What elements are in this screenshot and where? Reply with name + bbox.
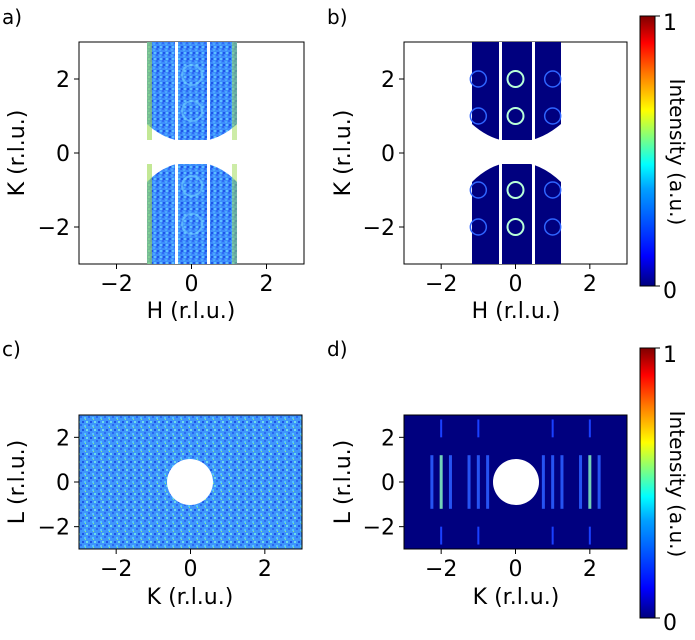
panel-b-ring bbox=[506, 107, 525, 125]
panel-d-rod bbox=[588, 455, 592, 509]
panel-d-rod-bottom bbox=[440, 526, 443, 545]
panel-b-ring bbox=[543, 70, 562, 88]
panel-d-rod bbox=[551, 455, 555, 509]
panel-d-ytick-label: 0 bbox=[381, 471, 395, 496]
panel-b-data-upper bbox=[472, 42, 561, 142]
panel-b-ring bbox=[543, 218, 562, 236]
panel-b-ytick-label: −2 bbox=[363, 216, 395, 241]
panel-b-ring bbox=[469, 218, 488, 236]
panel-a-ring bbox=[181, 175, 203, 197]
panel-d-rod bbox=[597, 455, 601, 509]
panel-b-ring bbox=[543, 107, 562, 125]
panel-d-ylabel: L (r.l.u.) bbox=[331, 440, 356, 524]
panel-d-rod bbox=[448, 455, 452, 509]
colorbar-bottom-bar bbox=[639, 347, 656, 619]
colorbar-bottom-label: Intensity (a.u.) bbox=[665, 411, 689, 558]
panel-d-ytick-label: −2 bbox=[363, 516, 395, 541]
panel-b-data-lower bbox=[472, 162, 561, 264]
panel-d-center-hole bbox=[493, 459, 539, 505]
panel-d-rod bbox=[486, 455, 490, 509]
panel-d-rod bbox=[430, 455, 434, 509]
panel-b-xtick-label: 0 bbox=[509, 272, 523, 297]
panel-d-rod-top bbox=[551, 419, 554, 438]
panel-a-ytick-label: 0 bbox=[56, 142, 70, 167]
panel-a-ring bbox=[181, 213, 203, 235]
panel-b-ring bbox=[506, 70, 525, 88]
panel-a-ytick-label: 2 bbox=[56, 68, 70, 93]
panel-d-rod-bottom bbox=[588, 526, 591, 545]
panel-d: d) −2 0 2 −2 0 2 K (r.l.u.) L (r.l.u.) bbox=[327, 337, 628, 610]
panel-d-xtick-label: −2 bbox=[425, 557, 457, 582]
panel-a-gap-center bbox=[147, 140, 237, 164]
panel-a-ylabel: K (r.l.u.) bbox=[5, 110, 30, 197]
panel-a-xtick-label: 2 bbox=[260, 272, 274, 297]
panel-c-xtick-label: 2 bbox=[258, 557, 272, 582]
panel-b-ring bbox=[469, 70, 488, 88]
panel-a-xtick-label: 0 bbox=[185, 272, 199, 297]
colorbar-top-tick-label-min: 0 bbox=[663, 279, 677, 304]
panel-d-ytick-label: 2 bbox=[381, 426, 395, 451]
panel-d-rod bbox=[560, 455, 564, 509]
panel-b-ylabel: K (r.l.u.) bbox=[331, 110, 356, 197]
panel-b: b) −2 0 2 −2 0 2 H (r.l.u.) K (r.l.u.) bbox=[327, 5, 628, 324]
panel-a-ring bbox=[181, 64, 203, 86]
panel-d-rod bbox=[579, 455, 583, 509]
panel-d-rod-bottom bbox=[551, 526, 554, 545]
colorbar-bottom-tick-label-min: 0 bbox=[663, 611, 677, 636]
panel-b-ring bbox=[506, 181, 525, 199]
panel-b-xlabel: H (r.l.u.) bbox=[472, 299, 561, 324]
panel-b-label: b) bbox=[327, 5, 348, 29]
panel-a-ring bbox=[181, 100, 203, 122]
panel-b-ring bbox=[506, 218, 525, 236]
panel-d-rod-top bbox=[477, 419, 480, 438]
colorbar-top-tick-label-max: 1 bbox=[663, 11, 677, 36]
panel-d-xlabel: K (r.l.u.) bbox=[473, 585, 560, 610]
panel-c-xtick-label: −2 bbox=[100, 557, 132, 582]
panel-d-rod bbox=[476, 455, 480, 509]
panel-a-label: a) bbox=[2, 5, 22, 29]
panel-d-rod-bottom bbox=[477, 526, 480, 545]
panel-d-rod bbox=[541, 455, 545, 509]
panel-c-xlabel: K (r.l.u.) bbox=[147, 585, 234, 610]
panel-a-xlabel: H (r.l.u.) bbox=[147, 299, 236, 324]
panel-c-ytick-label: −2 bbox=[38, 516, 70, 541]
panel-a-xtick-label: −2 bbox=[100, 272, 132, 297]
colorbar-top-label: Intensity (a.u.) bbox=[665, 79, 689, 226]
panel-c-ytick-label: 0 bbox=[56, 471, 70, 496]
panel-a-ytick-label: −2 bbox=[38, 216, 70, 241]
panel-a-data-upper bbox=[147, 42, 237, 142]
colorbar-top: 1 0 Intensity (a.u.) bbox=[639, 11, 689, 304]
colorbar-bottom-tick-label-max: 1 bbox=[663, 343, 677, 368]
panel-b-xtick-label: 2 bbox=[583, 272, 597, 297]
panel-c-xtick-label: 0 bbox=[184, 557, 198, 582]
panel-b-ytick-label: 2 bbox=[381, 68, 395, 93]
panel-c-label: c) bbox=[2, 337, 21, 361]
panel-d-rod-top bbox=[440, 419, 443, 438]
panel-d-xtick-label: 2 bbox=[583, 557, 597, 582]
panel-b-ring bbox=[469, 107, 488, 125]
panel-c-ylabel: L (r.l.u.) bbox=[5, 440, 30, 524]
panel-b-gap-center bbox=[472, 140, 561, 164]
panel-d-rod bbox=[439, 455, 443, 509]
panel-d-xtick-label: 0 bbox=[509, 557, 523, 582]
panel-c-center-hole bbox=[167, 459, 213, 505]
panel-d-rod bbox=[467, 455, 471, 509]
panel-b-xtick-label: −2 bbox=[425, 272, 457, 297]
panel-b-ring bbox=[469, 181, 488, 199]
panel-d-rod-top bbox=[588, 419, 591, 438]
colorbar-bottom: 1 0 Intensity (a.u.) bbox=[639, 343, 689, 636]
panel-a: a) −2 0 2 −2 0 2 H (r.l.u.) K (r.l.u.) bbox=[2, 5, 305, 324]
panel-b-ytick-label: 0 bbox=[381, 142, 395, 167]
colorbar-top-bar bbox=[639, 15, 656, 287]
panel-c: c) −2 0 2 −2 0 2 K (r.l.u.) L (r.l.u.) bbox=[2, 337, 303, 610]
panel-c-ytick-label: 2 bbox=[56, 426, 70, 451]
panel-b-ring bbox=[543, 181, 562, 199]
panel-d-label: d) bbox=[327, 337, 348, 361]
